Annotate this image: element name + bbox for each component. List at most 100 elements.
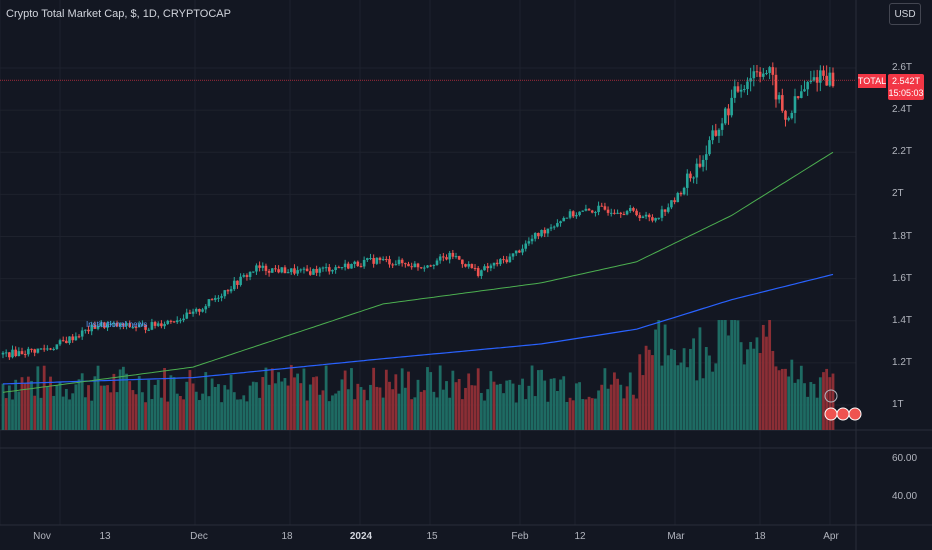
- candle-body: [229, 289, 233, 292]
- volume-bar: [64, 388, 68, 430]
- time-axis-tick: 18: [281, 531, 293, 542]
- volume-bar: [17, 391, 21, 430]
- price-axis-tick: 2.2T: [892, 146, 913, 158]
- candle-body: [765, 72, 768, 74]
- volume-bar: [407, 371, 410, 430]
- volume-bar: [654, 329, 657, 430]
- candle-body: [467, 264, 470, 267]
- volume-bar: [682, 348, 686, 430]
- candle-body: [340, 267, 344, 269]
- candle-body: [14, 349, 17, 357]
- volume-bar: [771, 350, 775, 430]
- candle-body: [337, 267, 341, 269]
- volume-bar: [479, 392, 483, 430]
- volume-bar: [74, 384, 78, 430]
- candle-body: [172, 321, 176, 323]
- volume-bar: [559, 379, 562, 430]
- volume-bar: [790, 359, 794, 430]
- chart-title: Crypto Total Market Cap, $, 1D, CRYPTOCA…: [6, 8, 231, 20]
- candle-body: [1, 352, 5, 355]
- current-price-symbol: TOTAL: [857, 74, 887, 88]
- candle-body: [150, 322, 154, 330]
- candle-body: [432, 265, 436, 267]
- volume-bar: [552, 378, 556, 430]
- volume-bar: [457, 379, 461, 430]
- news-label[interactable]: Institutional news: [86, 320, 148, 329]
- volume-bar: [220, 402, 223, 430]
- candle-body: [723, 108, 727, 124]
- candle-body: [581, 210, 585, 212]
- candle-body: [223, 290, 227, 297]
- volume-bar: [267, 384, 271, 430]
- volume-bar: [793, 382, 797, 430]
- candle-body: [166, 320, 170, 324]
- candle-body: [657, 217, 661, 219]
- candle-body: [385, 259, 388, 261]
- candle-body: [641, 216, 645, 219]
- volume-bar: [508, 379, 512, 430]
- moving-average-long: [2, 273, 834, 385]
- candle-body: [448, 252, 451, 260]
- volume-bar: [213, 386, 217, 430]
- volume-bar: [695, 380, 699, 430]
- candle-body: [831, 72, 835, 87]
- volume-bar: [822, 372, 825, 430]
- candle-body: [518, 250, 521, 253]
- volume-bar: [286, 385, 290, 430]
- volume-bar: [378, 387, 382, 430]
- candle-body: [274, 268, 277, 270]
- volume-bar: [780, 368, 784, 430]
- volume-bar: [460, 399, 464, 430]
- candle-body: [242, 275, 246, 277]
- candle-body: [36, 348, 40, 353]
- candle-body: [590, 210, 594, 213]
- candle-body: [492, 262, 496, 266]
- volume-bar: [613, 372, 616, 430]
- candle-body: [331, 270, 334, 272]
- candle-body: [248, 271, 252, 277]
- volume-bar: [429, 372, 433, 430]
- candle-body: [701, 159, 705, 167]
- volume-bar: [727, 335, 730, 430]
- currency-button[interactable]: USD: [889, 3, 921, 25]
- volume-bar: [644, 345, 648, 430]
- volume-bar: [533, 396, 537, 430]
- candle-body: [803, 89, 806, 92]
- candle-body: [134, 326, 138, 328]
- price-axis-tick: 2.4T: [892, 104, 913, 116]
- volume-bar: [7, 385, 11, 430]
- volume-bar: [657, 320, 661, 430]
- candle-body: [825, 75, 828, 86]
- volume-bar: [30, 380, 33, 430]
- volume-bar: [498, 383, 502, 430]
- volume-bar: [232, 392, 236, 430]
- candle-body: [343, 263, 347, 268]
- candle-body: [251, 271, 255, 273]
- candle-body: [413, 263, 417, 268]
- candle-body: [87, 329, 90, 332]
- candle-body: [489, 265, 493, 269]
- volume-bar: [625, 386, 629, 430]
- candle-body: [514, 250, 518, 254]
- candle-body: [819, 70, 822, 83]
- volume-bar: [20, 377, 24, 430]
- candle-body: [179, 320, 182, 322]
- volume-bar: [23, 383, 27, 430]
- candle-body: [511, 253, 515, 257]
- volume-bar: [58, 381, 62, 430]
- indicator-axis-tick: 40.00: [892, 491, 918, 502]
- volume-bar: [495, 384, 499, 430]
- volume-bar: [752, 348, 756, 430]
- volume-bar: [698, 327, 702, 430]
- volume-bar: [746, 349, 749, 430]
- volume-bar: [419, 391, 423, 430]
- volume-bar: [647, 349, 651, 430]
- candle-body: [632, 208, 635, 211]
- economic-event-flag-icon: [848, 407, 862, 421]
- candle-body: [169, 320, 173, 322]
- volume-bar: [299, 383, 303, 430]
- indicator-axis-tick: 60.00: [892, 453, 918, 464]
- candle-body: [660, 209, 664, 218]
- volume-bar: [384, 369, 388, 430]
